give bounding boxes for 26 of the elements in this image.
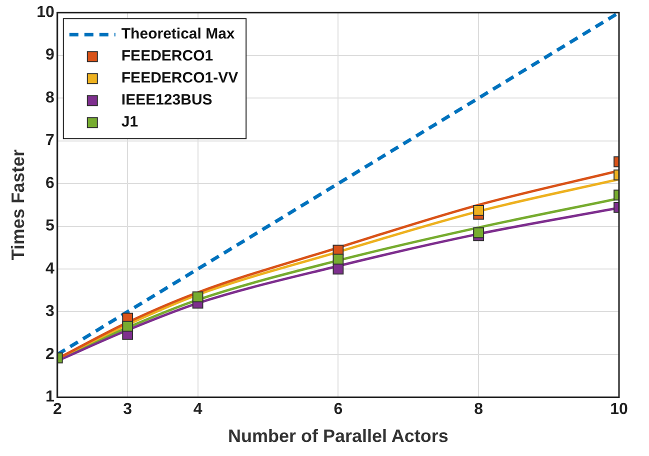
x-tick-label: 6 [334, 401, 343, 418]
y-tick-label: 10 [36, 4, 54, 22]
legend-label: J1 [121, 114, 138, 131]
x-axis-title: Number of Parallel Actors [228, 426, 448, 446]
x-tick-label: 8 [474, 401, 484, 418]
y-tick-label: 1 [45, 388, 54, 406]
y-tick-label: 4 [45, 260, 54, 278]
y-tick-label: 5 [45, 218, 54, 235]
legend-label: FEEDERCO1 [121, 48, 214, 65]
y-tick-label: 6 [45, 174, 54, 192]
y-tick-label: 8 [45, 89, 54, 106]
y-tick-label: 3 [45, 303, 54, 320]
point [332, 264, 344, 274]
legend-label: Theoretical Max [121, 26, 236, 43]
y-tick-label: 2 [45, 346, 54, 363]
y-tick-label: 7 [45, 132, 54, 150]
legend-label: IEEE123BUS [121, 92, 212, 109]
x-tick-label: 3 [123, 401, 132, 418]
y-axis-title: Times Faster [8, 150, 28, 260]
x-tick-label: 4 [193, 401, 202, 418]
legend-label: FEEDERCO1-VV [121, 70, 238, 87]
point [192, 291, 204, 302]
x-tick-label: 10 [610, 401, 628, 418]
point [122, 320, 134, 332]
point [332, 254, 344, 265]
y-tick-label: 9 [45, 46, 54, 64]
